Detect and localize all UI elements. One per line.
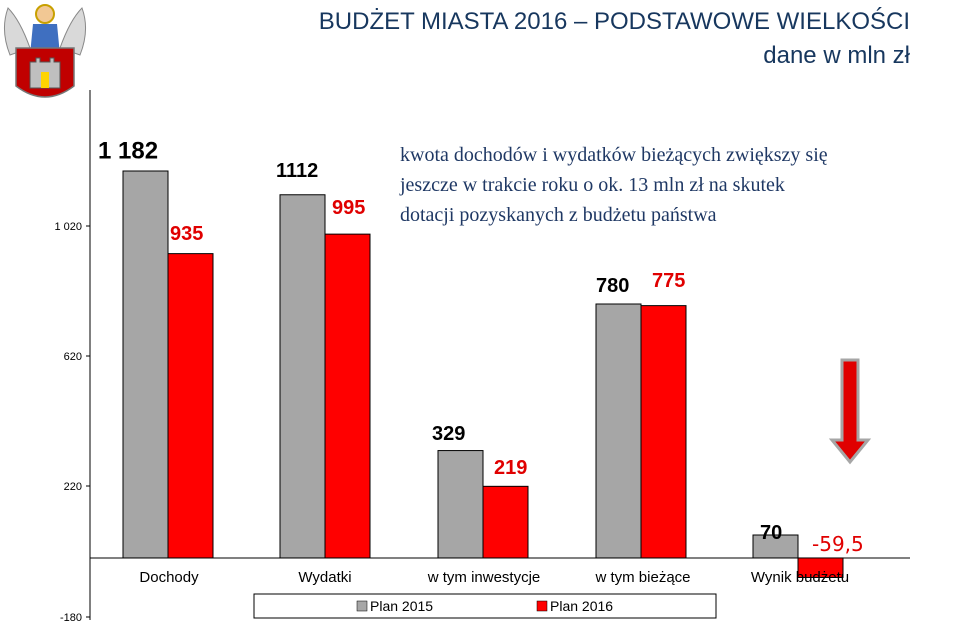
legend-swatch: [536, 600, 548, 612]
y-tick-label: 1 020: [54, 221, 82, 233]
annotation-note: kwota dochodów i wydatków bieżących zwię…: [400, 140, 940, 230]
data-label: 70: [760, 522, 782, 544]
legend-box: [253, 593, 717, 619]
data-label: 995: [332, 197, 365, 219]
data-label: 775: [652, 270, 685, 292]
data-label: 219: [494, 457, 527, 479]
bar-plan-2016: [324, 233, 371, 559]
y-tick-label: 620: [64, 351, 82, 363]
bar-plan-2016: [640, 305, 687, 559]
legend-entry: Plan 2016: [550, 598, 613, 614]
bar-plan-2016: [797, 557, 844, 578]
bar-plan-2016: [482, 485, 529, 559]
page-title: BUDŻET MIASTA 2016 – PODSTAWOWE WIELKOŚC…: [318, 8, 910, 35]
legend: Plan 2015 Plan 2016: [253, 593, 717, 619]
category-label: Wynik budżetu: [751, 569, 849, 586]
legend-swatch: [356, 600, 368, 612]
data-label: 329: [432, 423, 465, 445]
category-label: Wydatki: [298, 569, 351, 586]
data-label: 780: [596, 275, 629, 297]
red-down-arrow-icon: [828, 358, 872, 465]
data-label: 935: [170, 223, 203, 245]
data-label: 1112: [276, 160, 318, 182]
bar-plan-2015: [437, 450, 484, 559]
page-subtitle: dane w mln zł: [763, 42, 910, 69]
y-tick-label: 220: [64, 481, 82, 493]
bar-plan-2015: [279, 194, 326, 559]
bar-plan-2015: [595, 303, 642, 559]
data-label: -59,5: [812, 532, 864, 556]
annotation-line: kwota dochodów i wydatków bieżących zwię…: [400, 144, 828, 166]
coat-of-arms-logo: [4, 4, 86, 98]
data-label: 1 182: [98, 137, 158, 164]
legend-entry: Plan 2015: [370, 598, 433, 614]
bar-plan-2015: [752, 534, 799, 559]
bar-plan-2016: [167, 253, 214, 559]
category-label: Dochody: [139, 569, 199, 586]
category-label: w tym inwestycje: [427, 569, 541, 586]
annotation-line: jeszcze w trakcie roku o ok. 13 mln zł n…: [400, 174, 785, 196]
y-tick-label: -180: [60, 612, 82, 622]
category-label: w tym bieżące: [594, 569, 690, 586]
annotation-line: dotacji pozyskanych z budżetu państwa: [400, 204, 717, 226]
bar-plan-2015: [122, 170, 169, 559]
